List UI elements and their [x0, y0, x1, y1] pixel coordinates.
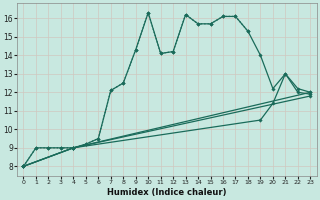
X-axis label: Humidex (Indice chaleur): Humidex (Indice chaleur) — [107, 188, 227, 197]
